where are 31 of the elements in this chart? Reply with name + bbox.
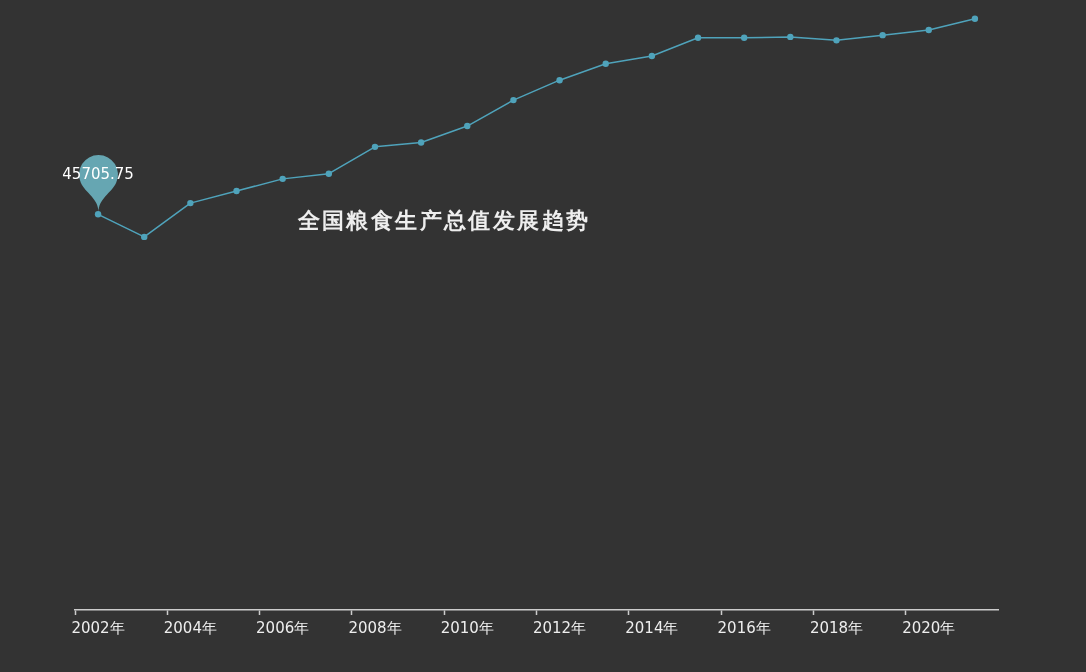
point bbox=[833, 37, 840, 44]
point bbox=[417, 139, 425, 146]
point bbox=[740, 34, 748, 41]
text: 全国粮食生产总值发展趋势 bbox=[297, 207, 591, 235]
x-tick-label: 2018年 bbox=[809, 618, 864, 637]
point bbox=[648, 52, 656, 60]
point bbox=[187, 199, 194, 207]
point bbox=[971, 15, 979, 22]
point bbox=[787, 33, 794, 41]
point bbox=[141, 233, 148, 241]
x-tick-label: 2002年 bbox=[71, 618, 125, 637]
x-tick-label: 2014年 bbox=[625, 618, 679, 637]
point bbox=[233, 187, 240, 195]
x-tick-label: 2012年 bbox=[532, 618, 587, 637]
x-tick-label: 2004年 bbox=[163, 618, 217, 637]
point bbox=[510, 96, 517, 104]
x-tick-label: 2020年 bbox=[902, 618, 956, 637]
point bbox=[925, 26, 932, 34]
point bbox=[279, 175, 286, 183]
x-tick-label: 2016年 bbox=[717, 618, 771, 637]
point bbox=[556, 76, 563, 84]
point bbox=[602, 60, 609, 67]
point bbox=[371, 143, 379, 151]
point bbox=[325, 170, 333, 177]
x-tick-label: 2008年 bbox=[348, 618, 402, 637]
x-tick-label: 2010年 bbox=[440, 618, 494, 637]
point bbox=[694, 34, 702, 41]
x-tick-label: 2006年 bbox=[256, 618, 310, 637]
point bbox=[464, 122, 471, 130]
point bbox=[879, 31, 886, 39]
point bbox=[94, 211, 102, 218]
